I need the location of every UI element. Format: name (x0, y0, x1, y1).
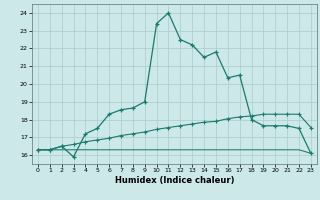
X-axis label: Humidex (Indice chaleur): Humidex (Indice chaleur) (115, 176, 234, 185)
